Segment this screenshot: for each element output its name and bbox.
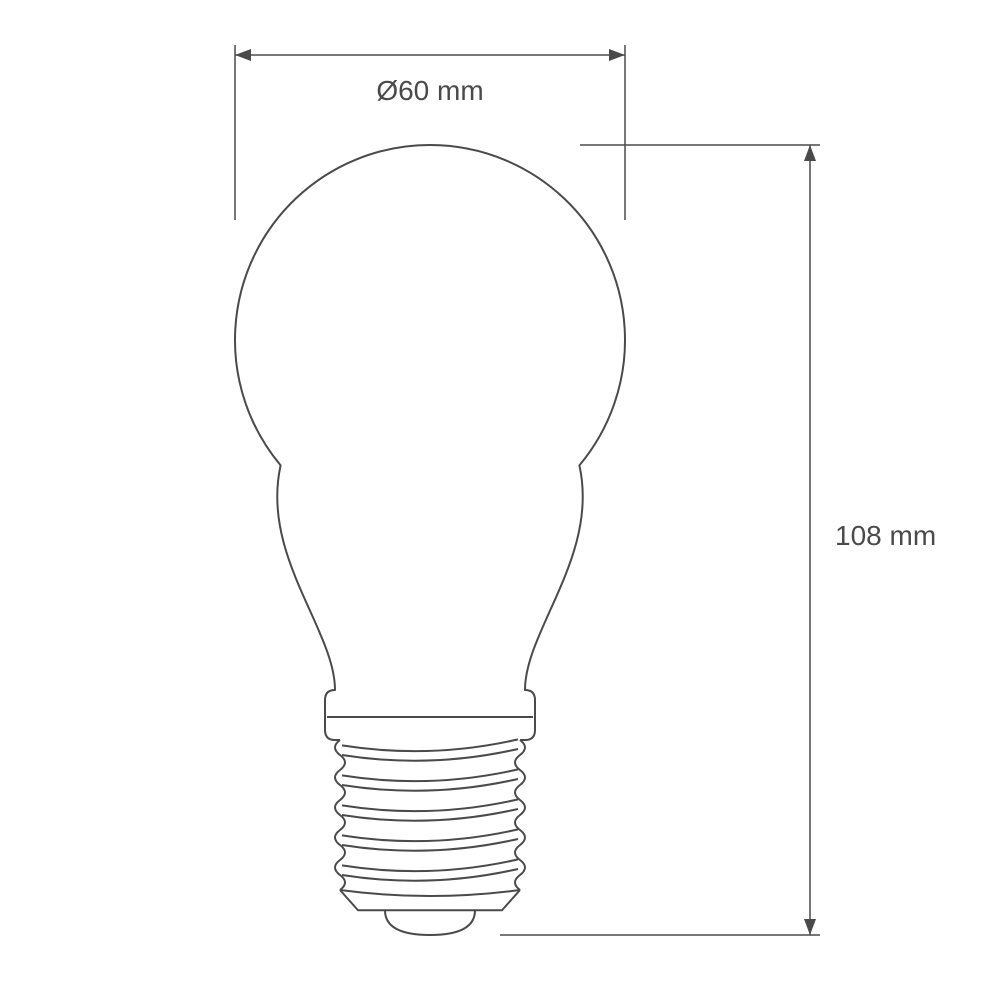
thread-line xyxy=(342,739,518,751)
dim-width-label: Ø60 mm xyxy=(376,75,483,106)
thread-line xyxy=(342,769,518,781)
thread-bottom xyxy=(340,890,520,896)
thread-line xyxy=(342,829,518,841)
dim-height-arrow-bottom xyxy=(804,919,816,935)
bulb-glass-outline xyxy=(235,145,625,690)
dim-height-label: 108 mm xyxy=(835,520,936,551)
thread-line xyxy=(342,799,518,811)
bulb-dimension-diagram: Ø60 mm 108 mm xyxy=(0,0,1000,1000)
thread-line xyxy=(342,859,518,871)
thread-right-profile xyxy=(515,740,525,890)
dim-width-arrow-right xyxy=(609,49,625,61)
dim-width-arrow-left xyxy=(235,49,251,61)
dim-height-arrow-top xyxy=(804,145,816,161)
collar-right xyxy=(520,690,535,740)
collar-left xyxy=(325,690,340,740)
